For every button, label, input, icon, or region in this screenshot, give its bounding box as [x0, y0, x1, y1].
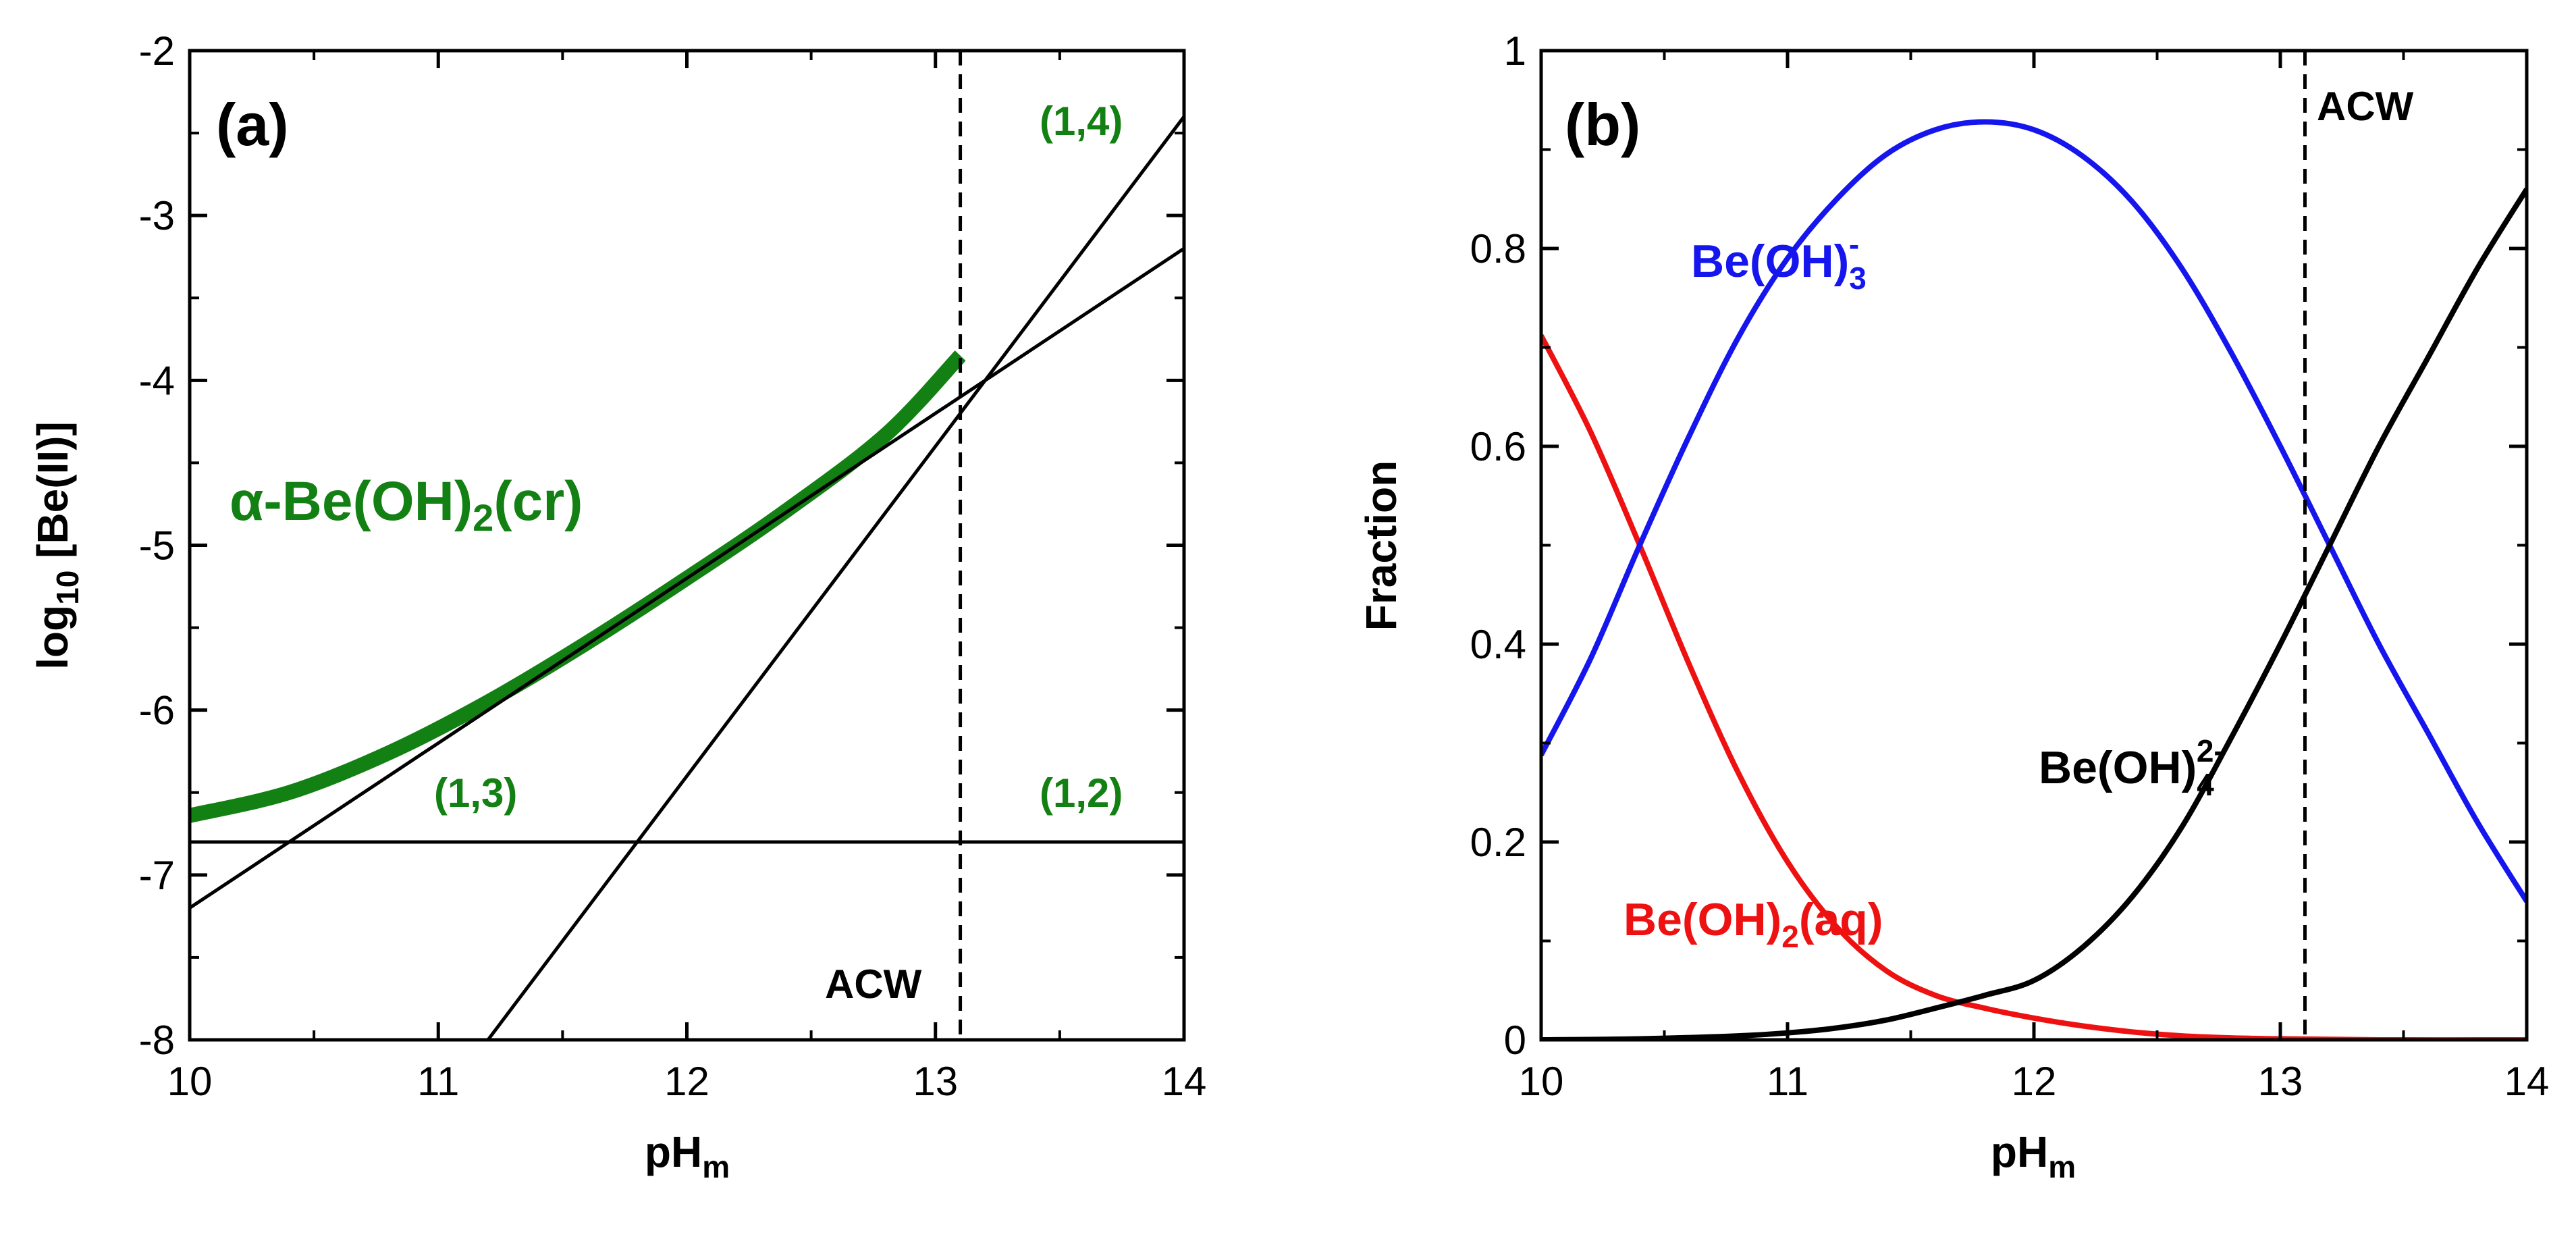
- panel-b-label: (b): [1565, 91, 1640, 158]
- panel-a-frame: [188, 49, 1186, 1042]
- panel-b-y-tick-label: 1: [1504, 28, 1526, 74]
- panel-a-y-tick-label: -6: [139, 688, 175, 733]
- panel-a-acw-label: ACW: [825, 962, 922, 1007]
- panel-b-x-axis-title: pHm: [1991, 1128, 2076, 1184]
- panel-b: 10 11 12 13 14 0 0.2 0.4 0.6 0.8 1 (b) ACW Be(OH)3…: [1357, 28, 2549, 1184]
- panel-a-y-axis-title: log10 [Be(II)]: [28, 421, 85, 670]
- panel-b-y-axis-title: Fraction: [1357, 460, 1405, 631]
- panel-a-series-label-alpha-be-oh-2-cr: α-Be(OH)2(cr): [230, 471, 583, 539]
- panel-b-series-label-be-oh-2-aq: Be(OH)2(aq): [1624, 894, 1883, 954]
- panel-a-x-tick-label: 12: [664, 1059, 709, 1104]
- panel-a-annotation-1-3: (1,3): [434, 770, 517, 816]
- panel-a-x-tick-label: 11: [417, 1059, 459, 1104]
- panel-b-y-tick-label: 0.2: [1470, 820, 1526, 865]
- panel-a-y-tick-label: -3: [139, 193, 175, 238]
- panel-a-annotation-1-4: (1,4): [1040, 99, 1123, 144]
- panel-b-x-tick-label: 10: [1519, 1059, 1564, 1104]
- panel-b-x-tick-label: 11: [1767, 1059, 1808, 1104]
- panel-b-x-tick-label: 14: [2504, 1059, 2550, 1104]
- panel-a-y-tick-label: -8: [139, 1018, 175, 1063]
- panel-a-label: (a): [216, 91, 289, 158]
- panel-b-y-tick-label: 0.4: [1470, 622, 1526, 667]
- panel-a-series-1-4: [486, 115, 1184, 1040]
- panel-b-y-tick-label: 0.8: [1470, 226, 1526, 271]
- panel-a: 10 11 12 13 14 -8 -7 -6 -5 -4 -3 -2 (a) α-Be(OH)2(c…: [28, 28, 1206, 1184]
- panel-a-x-axis-title: pHm: [645, 1128, 730, 1184]
- panel-a-series-be-oh-2-cr: [190, 350, 966, 823]
- panel-a-y-tick-label: -5: [139, 523, 175, 569]
- panel-a-y-tick-label: -7: [139, 853, 175, 898]
- panel-a-x-tick-label: 10: [167, 1059, 213, 1104]
- panel-b-series-label-be-oh-4: Be(OH)42-: [2039, 733, 2224, 802]
- panel-b-ticks: 10 11 12 13 14 0 0.2 0.4 0.6 0.8 1: [1470, 28, 2550, 1104]
- panel-a-series-1-3: [190, 246, 1184, 910]
- panel-a-x-tick-label: 13: [913, 1059, 958, 1104]
- panel-a-plot-area: [190, 115, 1184, 1040]
- panel-b-acw-label: ACW: [2317, 84, 2414, 129]
- panel-a-ticks: 10 11 12 13 14 -8 -7 -6 -5 -4 -3 -2: [139, 28, 1207, 1104]
- panel-a-annotation-1-2: (1,2): [1040, 770, 1123, 816]
- panel-b-x-tick-label: 12: [2012, 1059, 2057, 1104]
- panel-b-series-label-be-oh-3: Be(OH)3-: [1691, 227, 1867, 296]
- panel-b-series-be-oh-3: [1541, 119, 2527, 903]
- panel-a-y-tick-label: -2: [139, 28, 175, 74]
- panel-b-y-tick-label: 0.6: [1470, 424, 1526, 469]
- panel-a-y-tick-label: -4: [139, 358, 175, 403]
- panel-b-x-tick-label: 13: [2258, 1059, 2303, 1104]
- panel-b-frame: [1539, 49, 2529, 1042]
- panel-b-y-tick-label: 0: [1504, 1018, 1526, 1063]
- panel-a-x-tick-label: 14: [1162, 1059, 1207, 1104]
